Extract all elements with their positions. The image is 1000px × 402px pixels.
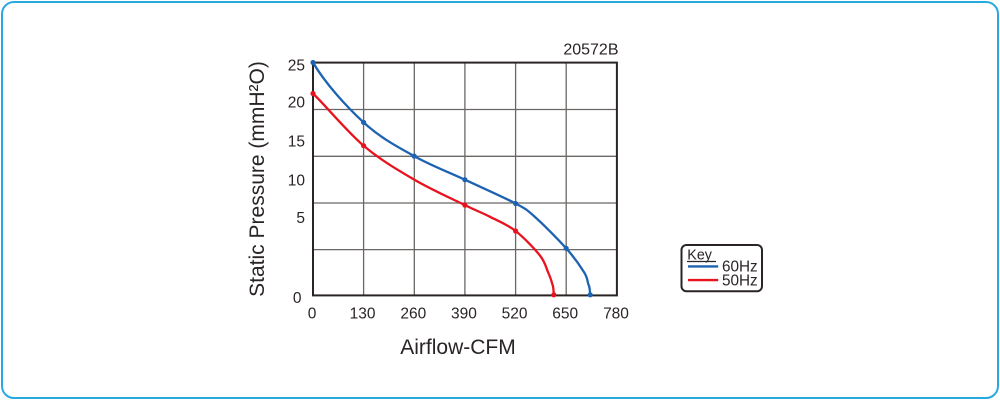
- svg-text:5: 5: [296, 210, 305, 227]
- svg-text:520: 520: [502, 305, 528, 322]
- svg-text:260: 260: [400, 305, 426, 322]
- svg-text:650: 650: [552, 305, 578, 322]
- svg-text:20572B: 20572B: [563, 42, 618, 59]
- svg-text:Key: Key: [687, 248, 712, 264]
- svg-text:0: 0: [308, 305, 317, 322]
- svg-text:780: 780: [603, 305, 629, 322]
- svg-text:25: 25: [288, 58, 305, 75]
- svg-text:15: 15: [288, 134, 305, 151]
- svg-text:Static Pressure (mmH²O): Static Pressure (mmH²O): [246, 61, 269, 297]
- svg-text:50Hz: 50Hz: [722, 272, 758, 289]
- svg-text:Airflow-CFM: Airflow-CFM: [400, 336, 516, 359]
- svg-text:20: 20: [288, 94, 306, 111]
- svg-text:130: 130: [350, 305, 376, 322]
- svg-text:0: 0: [293, 290, 302, 307]
- svg-text:60Hz: 60Hz: [722, 259, 758, 276]
- svg-text:10: 10: [288, 172, 306, 189]
- svg-text:390: 390: [451, 305, 477, 322]
